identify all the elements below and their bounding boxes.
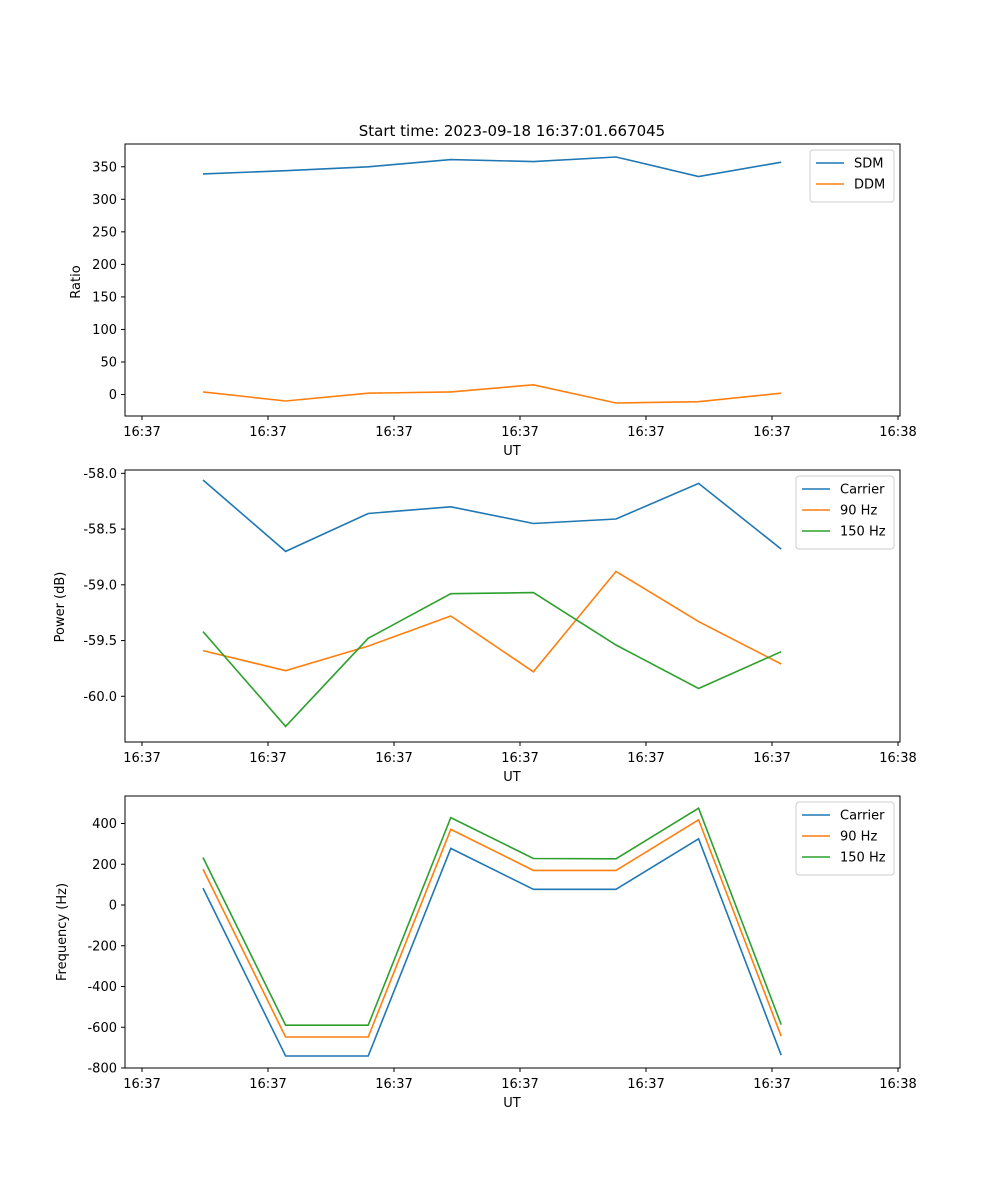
x-axis-label: UT — [503, 770, 521, 785]
series-line-ddm — [202, 383, 782, 404]
y-axis-label: Power (dB) — [53, 572, 68, 643]
y-tick-label: 250 — [92, 225, 117, 240]
x-tick-label: 16:37 — [375, 425, 412, 440]
x-tick-label: 16:37 — [753, 751, 790, 766]
x-tick-label: 16:37 — [501, 425, 538, 440]
y-tick-label: -59.0 — [83, 578, 117, 593]
x-tick-label: 16:37 — [249, 751, 286, 766]
y-tick-label: -600 — [87, 1021, 117, 1036]
x-tick-label: 16:37 — [375, 1077, 412, 1092]
y-tick-label: 400 — [92, 817, 117, 832]
ratio-chart: Start time: 2023-09-18 16:37:01.667045 0… — [69, 122, 917, 459]
y-tick-label: -800 — [87, 1062, 117, 1077]
y-axis-label: Ratio — [69, 265, 84, 298]
y-axis: 400 200 0 -200 -400 -600 -800 — [87, 817, 125, 1077]
legend: Carrier 90 Hz 150 Hz — [795, 801, 895, 876]
legend-label: 90 Hz — [840, 504, 877, 519]
x-tick-label: 16:38 — [879, 1077, 916, 1092]
y-tick-label: 150 — [92, 290, 117, 305]
x-axis: 16:37 16:37 16:37 16:37 16:37 16:37 16:38 — [123, 742, 917, 766]
y-axis-label: Frequency (Hz) — [55, 883, 70, 981]
y-tick-label: 300 — [92, 193, 117, 208]
series-line-carrier — [202, 479, 782, 553]
x-tick-label: 16:37 — [249, 425, 286, 440]
x-tick-label: 16:37 — [627, 751, 664, 766]
x-tick-label: 16:38 — [879, 751, 916, 766]
x-tick-label: 16:37 — [249, 1077, 286, 1092]
x-tick-label: 16:37 — [753, 425, 790, 440]
y-tick-label: 0 — [109, 388, 117, 403]
x-tick-label: 16:37 — [501, 1077, 538, 1092]
x-tick-label: 16:37 — [627, 1077, 664, 1092]
legend-label: 150 Hz — [840, 525, 886, 540]
y-tick-label: 0 — [109, 899, 117, 914]
series-lines — [202, 479, 782, 728]
x-axis: 16:37 16:37 16:37 16:37 16:37 16:37 16:38 — [123, 1068, 917, 1092]
y-tick-label: 50 — [100, 355, 117, 370]
plot-area — [124, 795, 901, 1069]
y-axis: -58.0 -58.5 -59.0 -59.5 -60.0 — [83, 467, 125, 705]
legend-label: 90 Hz — [840, 830, 877, 845]
x-axis: 16:37 16:37 16:37 16:37 16:37 16:37 16:38 — [123, 416, 917, 440]
y-tick-label: 350 — [92, 160, 117, 175]
legend-label: Carrier — [840, 483, 885, 498]
x-tick-label: 16:37 — [375, 751, 412, 766]
series-lines — [202, 156, 782, 404]
series-line-150-hz — [202, 591, 782, 728]
x-tick-label: 16:37 — [123, 1077, 160, 1092]
y-tick-label: -400 — [87, 980, 117, 995]
x-tick-label: 16:37 — [501, 751, 538, 766]
series-line-90-hz — [202, 570, 782, 673]
plot-area — [124, 143, 901, 417]
legend-label: SDM — [854, 157, 883, 172]
legend-label: DDM — [854, 178, 885, 193]
x-axis-label: UT — [503, 1096, 521, 1111]
plot-area — [124, 469, 901, 743]
power-chart: -58.0-58.5-59.0-59.5-60.0 16:37 16:37 16:3… — [53, 467, 917, 785]
chart-title: Start time: 2023-09-18 16:37:01.667045 — [359, 122, 665, 140]
x-tick-label: 16:37 — [753, 1077, 790, 1092]
series-line-150-hz — [202, 807, 782, 1026]
y-axis: 0 50 100 150 200 250 300 350 — [92, 160, 125, 403]
series-line-sdm — [202, 156, 782, 178]
legend: SDM DDM — [809, 149, 895, 203]
x-tick-label: 16:37 — [123, 425, 160, 440]
x-tick-label: 16:37 — [123, 751, 160, 766]
y-tick-label: 200 — [92, 858, 117, 873]
legend: Carrier 90 Hz 150 Hz — [795, 475, 895, 550]
y-tick-label: -58.0 — [83, 467, 117, 482]
series-lines — [202, 807, 782, 1057]
y-tick-label: -58.5 — [83, 523, 117, 538]
y-tick-label: -200 — [87, 939, 117, 954]
y-tick-label: 100 — [92, 323, 117, 338]
legend-label: 150 Hz — [840, 851, 886, 866]
x-tick-label: 16:37 — [627, 425, 664, 440]
x-axis-label: UT — [503, 444, 521, 459]
legend-label: Carrier — [840, 809, 885, 824]
series-line-90-hz — [202, 818, 782, 1038]
x-tick-label: 16:38 — [879, 425, 916, 440]
y-tick-label: 200 — [92, 258, 117, 273]
y-tick-label: -60.0 — [83, 690, 117, 705]
series-line-carrier — [202, 837, 782, 1057]
y-tick-label: -59.5 — [83, 634, 117, 649]
